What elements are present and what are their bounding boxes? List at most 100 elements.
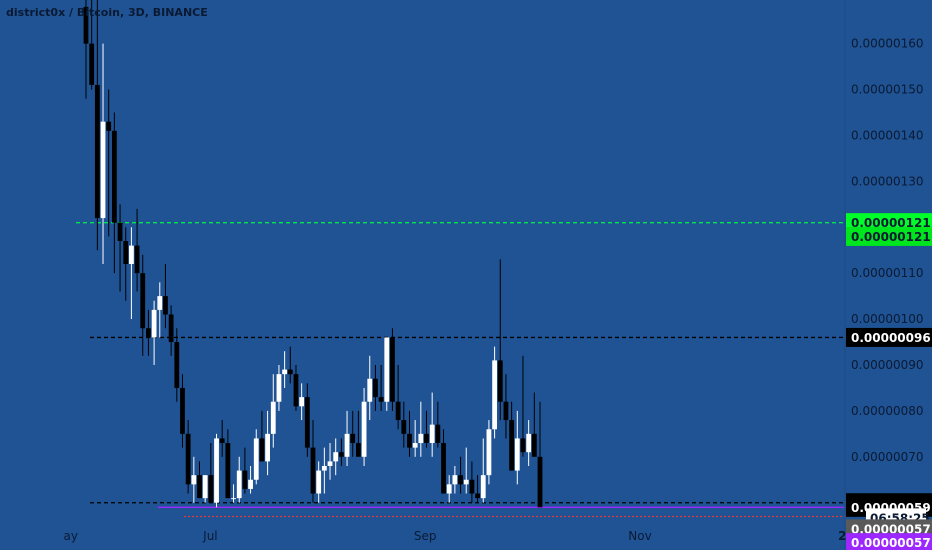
candle-body: [446, 484, 452, 494]
candle: [367, 355, 373, 421]
candle: [469, 461, 475, 503]
candle: [191, 456, 197, 503]
candle-body: [94, 84, 100, 219]
candle: [129, 227, 134, 320]
candle-body: [197, 475, 202, 499]
candle: [520, 355, 526, 457]
candle-body: [202, 475, 208, 499]
candle: [350, 410, 356, 457]
candle: [384, 337, 390, 411]
candle-body: [412, 443, 418, 448]
candle-body: [384, 337, 390, 402]
target-tag-2-label: 0.00000121: [851, 230, 931, 244]
candle-body: [469, 479, 475, 494]
candle: [458, 456, 463, 494]
stop-tag-label: 0.00000057: [851, 522, 931, 536]
x-tick-label: ay: [64, 529, 78, 543]
candle: [475, 475, 480, 503]
candle: [111, 112, 117, 274]
y-tick-label: 0.00000160: [851, 37, 924, 51]
candle: [310, 420, 316, 503]
candle: [503, 374, 509, 439]
candle: [299, 383, 305, 421]
candle-body: [531, 433, 537, 457]
candle: [412, 420, 418, 457]
candle: [356, 410, 361, 457]
candle-body: [117, 222, 123, 242]
candle: [146, 309, 151, 356]
candle: [514, 410, 520, 485]
y-tick-label: 0.00000110: [851, 266, 924, 280]
candle: [418, 401, 424, 457]
candlestick-series: [83, 0, 543, 508]
candle-body: [373, 378, 378, 398]
y-tick-label: 0.00000140: [851, 128, 924, 142]
purple-tag-label: 0.00000057: [851, 536, 931, 550]
horizontal-levels[interactable]: [76, 222, 845, 518]
price-axis[interactable]: 0.00000160 0.00000150 0.00000140 0.00000130…: [851, 37, 924, 520]
candle-body: [225, 443, 231, 499]
candle-body: [163, 296, 168, 315]
candle-body: [270, 401, 276, 434]
y-tick-label: 0.00000090: [851, 358, 924, 372]
candle: [361, 387, 367, 466]
candle-body: [463, 479, 469, 485]
candle-body: [395, 401, 401, 421]
candle-body: [514, 438, 520, 471]
candle-body: [310, 447, 316, 494]
candle-body: [361, 401, 367, 457]
candle: [509, 401, 515, 471]
candle: [304, 383, 310, 457]
candle-body: [520, 438, 526, 453]
candle: [390, 328, 395, 411]
candle: [174, 328, 180, 402]
purple-tag: 0.00000057: [846, 533, 932, 550]
candle-body: [344, 433, 350, 457]
candle-body: [429, 424, 435, 444]
candle-body: [497, 360, 503, 402]
candle-body: [503, 401, 509, 421]
candle: [225, 429, 231, 499]
candle-body: [424, 433, 429, 444]
candle: [321, 447, 327, 494]
candle-body: [441, 443, 446, 494]
candle: [89, 0, 95, 90]
candle: [202, 475, 208, 503]
candle-body: [259, 438, 265, 462]
candle-body: [418, 433, 424, 444]
candle: [333, 438, 339, 476]
candle-body: [151, 309, 157, 338]
candle-body: [134, 245, 140, 274]
candle: [492, 346, 497, 439]
chart-title: district0x / Bitcoin, 3D, BINANCE: [6, 6, 208, 19]
candle-body: [452, 475, 458, 485]
target-tag-2: 0.00000121: [846, 226, 932, 246]
time-axis[interactable]: ayJulSepNov2020MarMayJulSe: [64, 529, 932, 543]
candle-body: [129, 245, 134, 264]
candle-body: [208, 475, 214, 503]
candle: [401, 401, 407, 448]
candle-body: [299, 397, 305, 407]
candle-body: [191, 475, 197, 485]
candle-body: [390, 337, 395, 402]
candle-body: [180, 387, 185, 434]
candle-body: [168, 314, 174, 343]
resistance-tag-bg: [846, 327, 932, 347]
candle: [378, 364, 384, 411]
candle-body: [435, 424, 441, 444]
candle-body: [537, 456, 543, 508]
candle-body: [236, 470, 242, 499]
candle-body: [401, 420, 407, 434]
x-tick-label: Nov: [628, 529, 651, 543]
candle-body: [367, 378, 373, 402]
candle-body: [123, 241, 129, 264]
candle: [208, 443, 214, 503]
candle: [531, 392, 537, 457]
candle: [293, 364, 299, 411]
y-tick-label: 0.00000100: [851, 312, 924, 326]
candle-body: [214, 438, 219, 503]
candle-body: [242, 470, 248, 489]
candle-body: [407, 433, 412, 448]
candle: [287, 346, 293, 384]
